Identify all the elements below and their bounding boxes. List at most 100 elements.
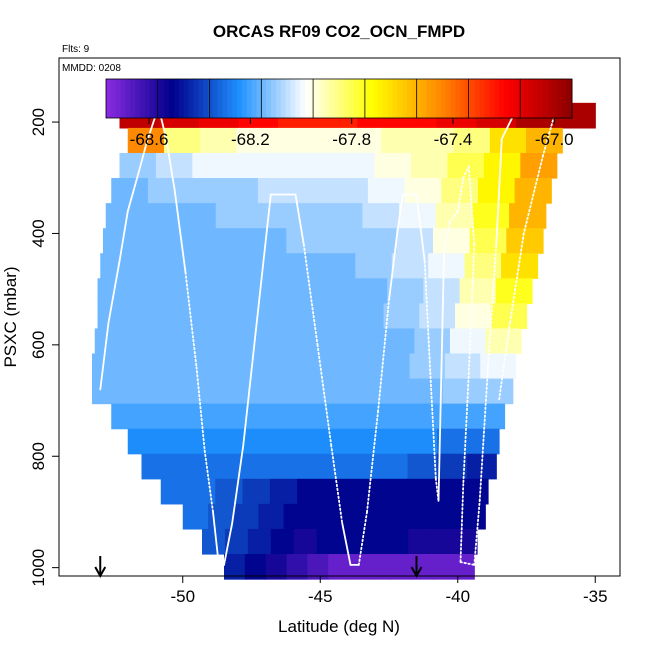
heat-cell [407, 453, 438, 480]
colorbar-tick-label: -67.4 [434, 130, 473, 149]
track-segment [396, 193, 404, 235]
heat-cell [374, 152, 412, 179]
heat-cell [197, 378, 233, 405]
heat-cell [437, 453, 468, 480]
flight-track [99, 115, 555, 566]
track-segment [542, 115, 555, 157]
heat-cell [259, 453, 290, 480]
heat-cell [163, 127, 201, 154]
heat-cell [437, 428, 469, 455]
heat-cell [282, 253, 320, 279]
heat-cell [460, 478, 489, 505]
heat-cell [201, 328, 238, 355]
track-segment [137, 140, 148, 174]
colorbar-bin [450, 79, 456, 118]
heat-cell [275, 403, 309, 430]
colorbar-bin [280, 79, 287, 118]
heat-cell [337, 378, 374, 405]
heat-cell [407, 378, 444, 405]
heat-cell [307, 403, 342, 430]
colorbar-bin [173, 79, 180, 118]
colorbar-bin [387, 79, 393, 118]
heat-cell [349, 554, 371, 580]
heat-cell [286, 554, 309, 580]
colorbar-bin [528, 79, 534, 118]
heat-cell [339, 353, 375, 380]
heat-cell [406, 403, 440, 430]
heat-cell [221, 178, 259, 204]
heat-cell [369, 554, 392, 580]
colorbar-bin [120, 79, 126, 118]
track-segment [434, 477, 440, 502]
heat-cell [350, 278, 388, 304]
heat-cell [127, 428, 160, 455]
heat-cell [169, 303, 206, 330]
heat-cell [244, 554, 267, 580]
heat-cell [257, 178, 296, 204]
colorbar-bin [460, 79, 466, 118]
colorbar-bin [416, 79, 423, 118]
track-segment [217, 561, 225, 566]
heat-cell [339, 528, 364, 555]
heat-cell [97, 303, 134, 330]
heat-cell [423, 278, 461, 304]
y-tick-label: 200 [29, 108, 48, 136]
heat-cell [411, 152, 449, 179]
colorbar-bin [309, 79, 316, 118]
colorbar-bin [538, 79, 544, 118]
colorbar-bin [290, 79, 296, 118]
y-tick-label: 1000 [29, 549, 48, 587]
heat-cell [314, 278, 352, 304]
heat-cell [414, 328, 451, 355]
colorbar-bin [246, 79, 253, 118]
colorbar-bin [339, 79, 345, 118]
heat-cell [506, 228, 544, 254]
heat-cell [173, 253, 211, 279]
heat-cell [383, 303, 420, 330]
x-tick-label: -50 [170, 587, 195, 606]
heat-cell [206, 278, 243, 304]
heat-cell [490, 303, 528, 330]
colorbar-bin [426, 79, 432, 118]
colorbar-bin [139, 79, 146, 118]
heat-cell [340, 403, 375, 430]
x-tick-label: -40 [445, 587, 470, 606]
heat-cell [433, 228, 471, 254]
colorbar-bin [154, 79, 160, 118]
heat-cell [92, 378, 128, 405]
colorbar-frame [105, 78, 573, 119]
heat-cell [141, 453, 172, 480]
track-segment [99, 321, 110, 391]
colorbar-bin [436, 79, 442, 118]
heat-cell [188, 478, 216, 505]
colorbar-bin [149, 79, 156, 118]
heat-cell [444, 353, 481, 380]
track-segment [522, 154, 544, 235]
heat-cell [247, 528, 272, 555]
colorbar-bin [319, 79, 325, 118]
heat-cell [489, 127, 527, 154]
heat-cell [160, 478, 189, 505]
heat-cell [276, 303, 313, 330]
colorbar-bin [392, 79, 398, 118]
heat-cell [289, 453, 320, 480]
heat-cell [404, 178, 442, 204]
heat-cell [265, 554, 288, 580]
track-segment [473, 499, 481, 566]
heat-cell [307, 328, 344, 355]
colorbar-bin [518, 79, 524, 118]
heat-cell [158, 428, 191, 455]
heat-cell [318, 253, 356, 279]
heat-cell [348, 453, 379, 480]
heat-cell [94, 328, 131, 355]
heat-cell [408, 528, 432, 555]
track-segment [341, 522, 352, 566]
heat-cell [142, 203, 180, 229]
heat-cell [396, 228, 434, 254]
colorbar-bin [203, 79, 209, 118]
colorbar-bin [183, 79, 190, 118]
colorbar-bin [494, 79, 500, 118]
heat-cell [391, 253, 429, 279]
heat-cell [362, 528, 386, 555]
